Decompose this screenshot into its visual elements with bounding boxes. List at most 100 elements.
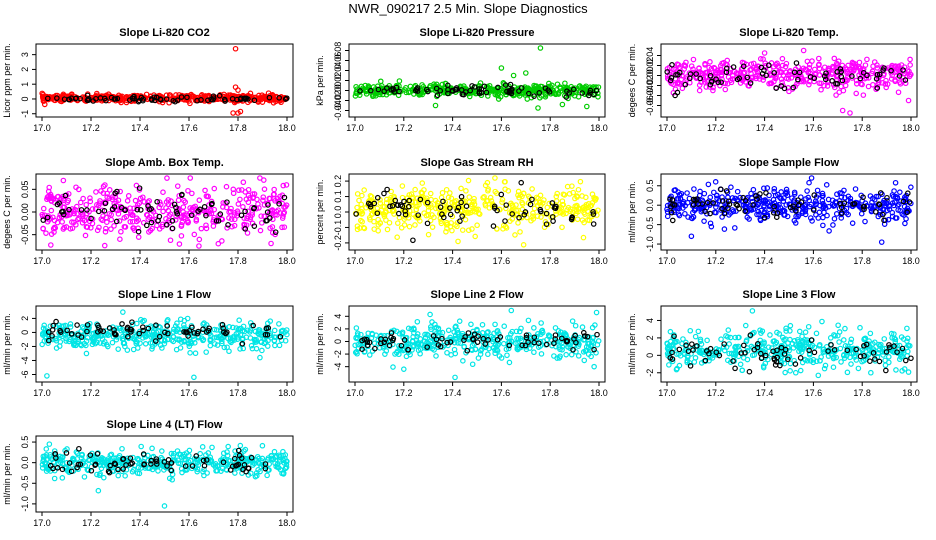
data-point xyxy=(590,221,597,227)
data-point xyxy=(774,347,780,354)
data-point xyxy=(495,84,501,91)
data-point xyxy=(115,211,122,217)
data-point xyxy=(870,341,876,347)
data-point xyxy=(813,330,820,337)
page-title: NWR_090217 2.5 Min. Slope Diagnostics xyxy=(348,1,588,16)
data-point xyxy=(824,83,831,89)
data-point xyxy=(516,214,522,221)
x-tick-label: 17.2 xyxy=(707,388,725,398)
data-point xyxy=(510,72,517,79)
data-point xyxy=(533,333,540,340)
data-point xyxy=(701,190,708,197)
data-point xyxy=(708,79,715,85)
data-point xyxy=(472,233,478,240)
data-point xyxy=(146,206,153,213)
data-point xyxy=(552,332,559,338)
data-point xyxy=(134,339,140,345)
data-point xyxy=(219,321,226,328)
data-point xyxy=(896,342,903,349)
y-tick-label: 2 xyxy=(20,67,30,72)
data-point xyxy=(734,188,741,195)
data-point xyxy=(587,203,594,209)
data-point xyxy=(149,207,156,213)
data-point xyxy=(422,334,429,341)
data-point xyxy=(371,218,377,225)
data-point xyxy=(94,471,100,478)
data-point xyxy=(718,336,724,343)
data-point xyxy=(173,209,180,215)
data-point xyxy=(853,346,859,353)
data-point xyxy=(405,341,412,347)
data-point xyxy=(135,234,142,240)
data-point xyxy=(104,194,110,200)
data-point xyxy=(388,330,395,336)
data-point xyxy=(506,339,513,346)
data-point xyxy=(394,220,401,226)
data-point xyxy=(163,199,170,205)
data-point xyxy=(224,344,230,351)
data-point xyxy=(519,201,526,207)
data-point xyxy=(375,86,382,93)
data-point xyxy=(862,218,868,225)
data-point xyxy=(760,364,767,371)
data-point xyxy=(800,339,806,346)
data-point xyxy=(864,202,870,209)
data-point xyxy=(834,191,840,198)
data-point xyxy=(421,187,427,193)
data-point xyxy=(902,77,909,83)
data-point xyxy=(681,62,688,69)
data-point xyxy=(368,87,374,94)
data-point xyxy=(386,342,393,349)
data-point xyxy=(198,97,204,103)
data-point xyxy=(272,231,278,238)
data-point xyxy=(512,340,519,347)
data-point xyxy=(284,95,290,101)
chart-title: Slope Line 1 Flow xyxy=(118,289,211,301)
data-point xyxy=(232,45,239,52)
data-point xyxy=(160,208,166,215)
data-point xyxy=(280,213,286,219)
data-point xyxy=(531,339,537,346)
data-point xyxy=(461,337,467,343)
data-point xyxy=(430,333,437,339)
data-point xyxy=(873,76,880,82)
data-point xyxy=(470,336,477,343)
data-point xyxy=(664,340,670,347)
data-point xyxy=(806,347,812,354)
data-point xyxy=(75,332,81,338)
data-point xyxy=(415,212,422,218)
data-point xyxy=(707,81,714,88)
x-tick-label: 17.6 xyxy=(805,388,823,398)
data-point xyxy=(105,332,111,339)
data-point xyxy=(434,200,441,206)
data-point xyxy=(111,223,117,229)
data-point xyxy=(785,76,792,82)
data-point xyxy=(709,355,716,361)
data-point xyxy=(815,372,822,379)
data-point xyxy=(192,203,199,210)
data-point xyxy=(215,218,222,224)
data-point xyxy=(109,194,116,200)
y-tick-label: 1 xyxy=(20,82,30,87)
data-point xyxy=(94,227,101,234)
data-point xyxy=(39,341,45,348)
data-point xyxy=(895,207,901,213)
data-point xyxy=(88,215,94,222)
data-point xyxy=(96,224,102,231)
data-point xyxy=(119,321,125,327)
x-tick-label: 17.4 xyxy=(756,256,774,266)
data-point xyxy=(197,206,203,213)
data-point xyxy=(403,353,410,360)
data-point xyxy=(576,83,583,90)
data-point xyxy=(463,203,470,209)
y-axis-label: Licor ppm per min. xyxy=(2,43,12,118)
data-point xyxy=(398,342,405,349)
data-point xyxy=(811,75,818,82)
data-point xyxy=(220,334,226,341)
data-point xyxy=(860,69,867,76)
data-point xyxy=(279,224,285,231)
data-point xyxy=(518,325,524,332)
data-point xyxy=(839,107,846,114)
data-point xyxy=(189,465,195,472)
x-tick-label: 17.2 xyxy=(82,518,100,528)
